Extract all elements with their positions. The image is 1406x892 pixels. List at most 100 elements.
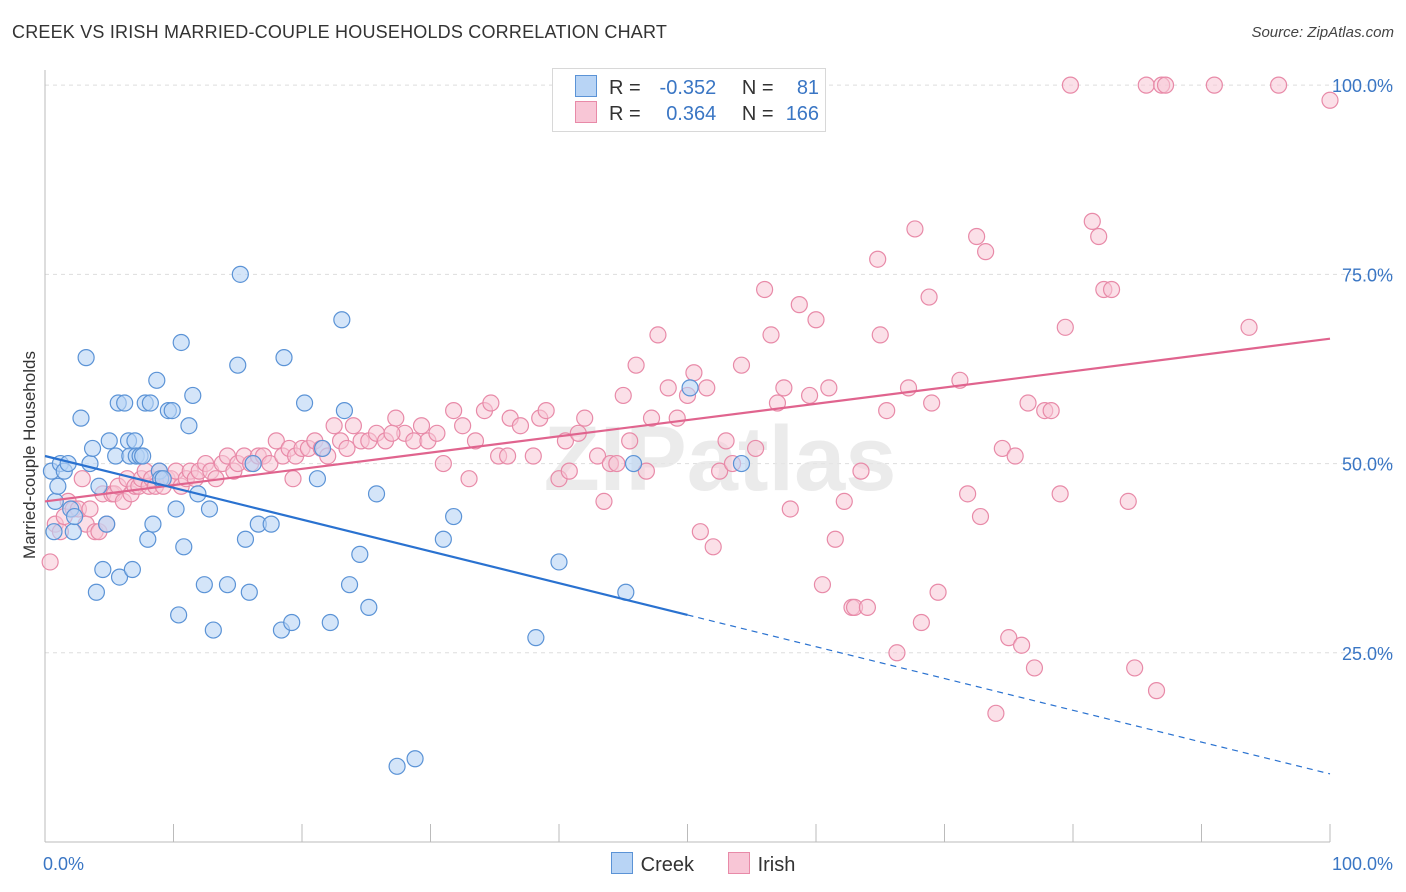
creek-point [244, 454, 262, 473]
irish-point [412, 417, 431, 435]
creek-n-value: 81 [796, 77, 820, 99]
irish-point [781, 500, 799, 518]
irish-swatch [575, 101, 597, 123]
irish-r-label: R = [609, 103, 641, 125]
irish-point [755, 280, 774, 299]
creek-point [445, 507, 463, 526]
creek-point [90, 477, 108, 495]
irish-point [325, 417, 343, 435]
creek-point [204, 621, 222, 639]
irish-point [685, 364, 703, 382]
creek-point [65, 507, 84, 526]
irish-point [871, 326, 889, 344]
irish-point [835, 492, 853, 511]
irish-point [668, 409, 686, 427]
creek-point [184, 386, 202, 405]
creek-point [262, 515, 280, 533]
creek-trend-extension [687, 614, 1331, 775]
creek-r-label: R = [609, 77, 641, 99]
irish-point [929, 583, 947, 601]
irish-point [704, 538, 722, 556]
creek-point [550, 553, 568, 571]
creek-point [139, 530, 157, 548]
creek-r-value: -0.352 [659, 77, 717, 99]
creek-point [624, 454, 643, 473]
irish-point [524, 447, 542, 465]
irish-point [790, 296, 808, 314]
irish-point [711, 462, 729, 480]
irish-point [1012, 636, 1031, 654]
legend-item-creek[interactable]: Creek [610, 852, 694, 877]
creek-point [195, 576, 213, 594]
creek-point [367, 485, 386, 503]
irish-point [762, 326, 780, 344]
irish-point [511, 417, 530, 435]
irish-point [1042, 401, 1060, 420]
creek-point [94, 560, 112, 579]
creek-point [388, 757, 406, 775]
irish-point [878, 401, 896, 420]
irish-point [261, 454, 279, 473]
creek-point [100, 432, 118, 450]
irish-point [267, 432, 285, 450]
irish-point [1240, 318, 1258, 336]
irish-point [959, 485, 977, 503]
creek-point [406, 750, 424, 768]
irish-point [387, 409, 405, 427]
irish-point [621, 432, 639, 450]
creek-point [351, 545, 369, 563]
creek-point [180, 417, 198, 435]
irish-point [1269, 76, 1288, 94]
creek-point [527, 629, 545, 647]
irish-legend-label: Irish [757, 854, 796, 876]
irish-point [73, 470, 91, 488]
series-legend: Creek Irish [0, 852, 1406, 877]
creek-point [333, 311, 351, 329]
irish-point [284, 470, 302, 488]
legend-item-irish[interactable]: Irish [727, 852, 796, 877]
irish-point [637, 462, 655, 480]
irish-r-value: 0.364 [666, 103, 717, 125]
creek-point [681, 379, 699, 397]
irish-point [852, 462, 870, 480]
x-tick-label: 100.0% [1332, 854, 1393, 874]
irish-point [1025, 659, 1044, 677]
creek-point [49, 477, 67, 495]
source-label: Source: ZipAtlas.com [1251, 24, 1394, 41]
irish-point [1090, 227, 1108, 246]
irish-point [971, 507, 990, 526]
irish-point [588, 447, 607, 465]
irish-point [482, 394, 500, 412]
irish-point [466, 432, 485, 450]
irish-point [642, 409, 661, 427]
irish-point [344, 417, 362, 435]
creek-point [295, 394, 314, 412]
creek-point [229, 356, 247, 374]
creek-point [87, 583, 106, 601]
irish-point [920, 288, 938, 306]
creek-point [335, 401, 354, 420]
irish-point [813, 576, 832, 594]
creek-point [126, 432, 144, 450]
creek-point [83, 439, 102, 458]
creek-point [732, 454, 751, 473]
stats-legend: R = -0.352 N = 81 R = 0.364 N = 166 [552, 68, 826, 132]
irish-point [338, 439, 356, 458]
creek-point [434, 530, 452, 548]
y-tick-label: 100.0% [1332, 76, 1393, 96]
irish-point [537, 401, 555, 420]
irish-point [649, 326, 667, 344]
y-tick-label: 75.0% [1342, 265, 1393, 285]
legend-row-irish: R = 0.364 N = 166 [575, 101, 819, 127]
creek-trend-line [44, 454, 688, 617]
creek-point [283, 613, 301, 632]
creek-point [134, 447, 152, 465]
irish-point [1205, 76, 1223, 94]
creek-point [175, 538, 193, 556]
irish-point [499, 447, 517, 465]
irish-legend-swatch [727, 852, 750, 874]
irish-point [627, 356, 645, 374]
irish-point [968, 227, 986, 246]
irish-point [1019, 394, 1037, 412]
irish-point [454, 417, 472, 435]
